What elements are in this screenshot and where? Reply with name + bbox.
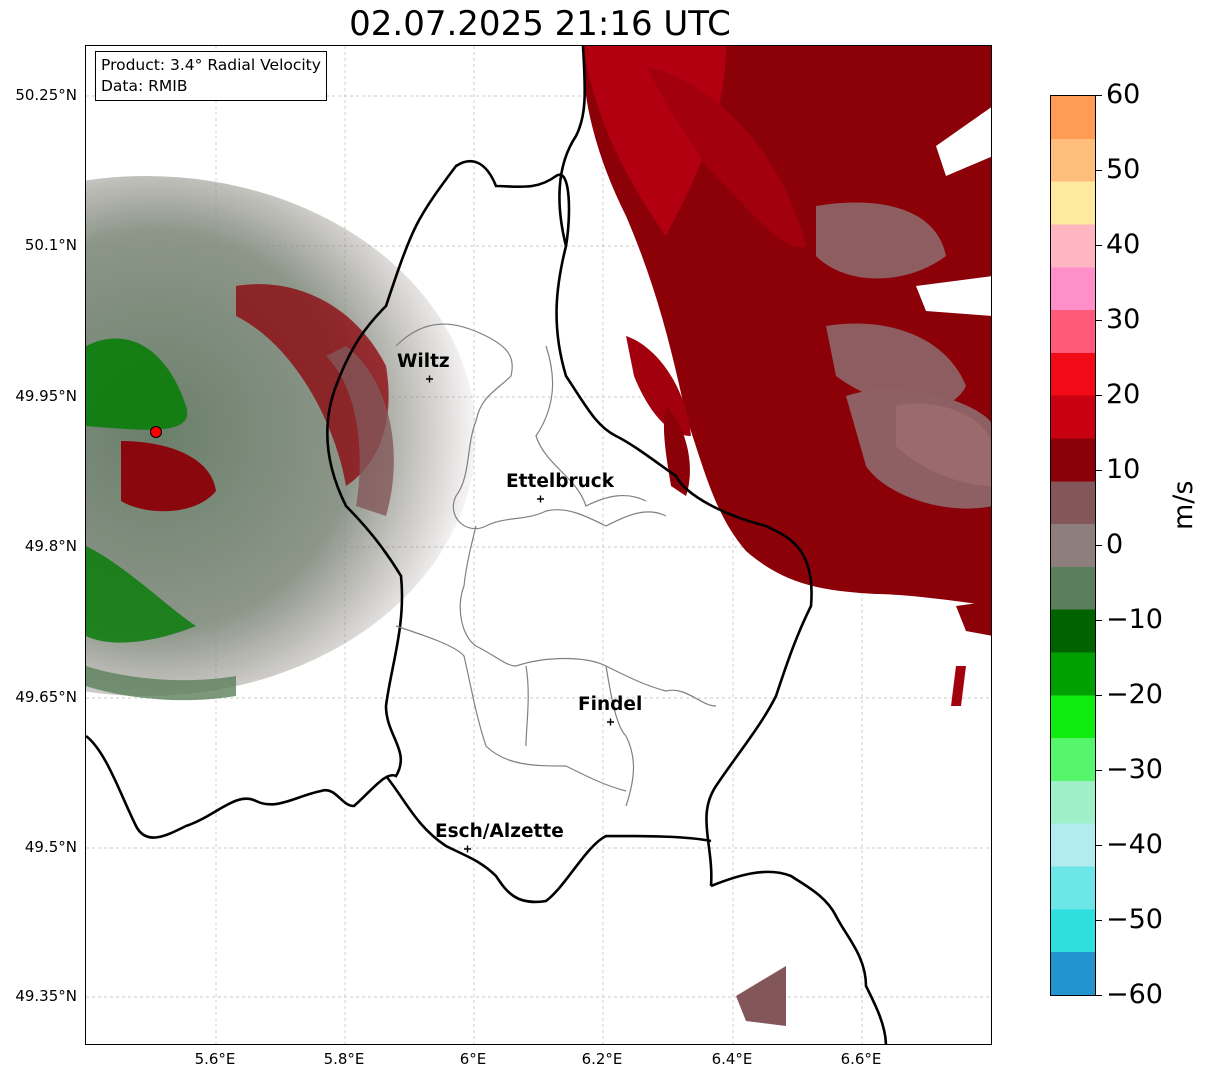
colorbar-tick [1096,920,1102,921]
city-label-findel: Findel [578,694,643,715]
colorbar-unit: m/s [1168,480,1199,530]
colorbar-label: −40 [1106,829,1163,860]
colorbar-label: 40 [1106,229,1141,260]
lon-tick-label: 5.6°E [194,1050,236,1068]
lon-tick-label: 6.6°E [840,1050,882,1068]
colorbar-tick [1096,770,1102,771]
colorbar-tick [1096,170,1102,171]
lat-tick-label: 49.65°N [15,688,77,706]
colorbar-label: −20 [1106,679,1163,710]
colorbar-label: −30 [1106,754,1163,785]
country-borders [86,46,888,1044]
lon-tick-label: 5.8°E [323,1050,365,1068]
colorbar-label: −60 [1106,979,1163,1010]
info-product: Product: 3.4° Radial Velocity [101,56,321,74]
colorbar-label: 50 [1106,154,1141,185]
lon-tick-label: 6°E [459,1050,487,1068]
colorbar-tick [1096,245,1102,246]
city-marker-esch [464,845,471,853]
lat-tick-label: 49.8°N [24,537,77,555]
colorbar-label: 20 [1106,379,1141,410]
map-title: 02.07.2025 21:16 UTC [349,4,731,44]
colorbar-label: 60 [1106,79,1141,110]
colorbar-tick [1096,320,1102,321]
city-marker-ettelbruck [537,495,544,503]
colorbar-tick [1096,845,1102,846]
map-canvas [86,46,991,1044]
lon-tick-label: 6.2°E [581,1050,623,1068]
city-label-ettelbruck: Ettelbruck [506,471,615,492]
radar-site-icon [150,426,162,438]
lon-tick-label: 6.4°E [711,1050,753,1068]
colorbar-label: −10 [1106,604,1163,635]
lat-tick-label: 49.5°N [24,838,77,856]
colorbar-tick [1096,470,1102,471]
colorbar-label: 30 [1106,304,1141,335]
radar-echo-east [582,46,991,1026]
city-label-wiltz: Wiltz [397,351,450,372]
colorbar-label: −50 [1106,904,1163,935]
lat-tick-label: 49.95°N [15,387,77,405]
lat-tick-label: 50.1°N [24,236,77,254]
radar-echo-west [86,176,476,701]
info-data: Data: RMIB [101,77,188,95]
colorbar-tick [1096,545,1102,546]
colorbar-label: 0 [1106,529,1124,560]
city-marker-findel [607,718,614,726]
colorbar-tick [1096,995,1102,996]
district-borders [395,323,717,807]
lat-tick-label: 50.25°N [15,86,77,104]
colorbar [1050,95,1096,996]
info-box: Product: 3.4° Radial Velocity Data: RMIB [95,51,327,101]
radar-map[interactable] [85,45,992,1045]
city-label-esch: Esch/Alzette [435,821,564,842]
colorbar-tick [1096,620,1102,621]
city-marker-wiltz [426,375,433,383]
colorbar-tick [1096,95,1102,96]
colorbar-tick [1096,695,1102,696]
lat-tick-label: 49.35°N [15,987,77,1005]
city-markers [426,375,614,853]
colorbar-tick [1096,395,1102,396]
colorbar-label: 10 [1106,454,1141,485]
